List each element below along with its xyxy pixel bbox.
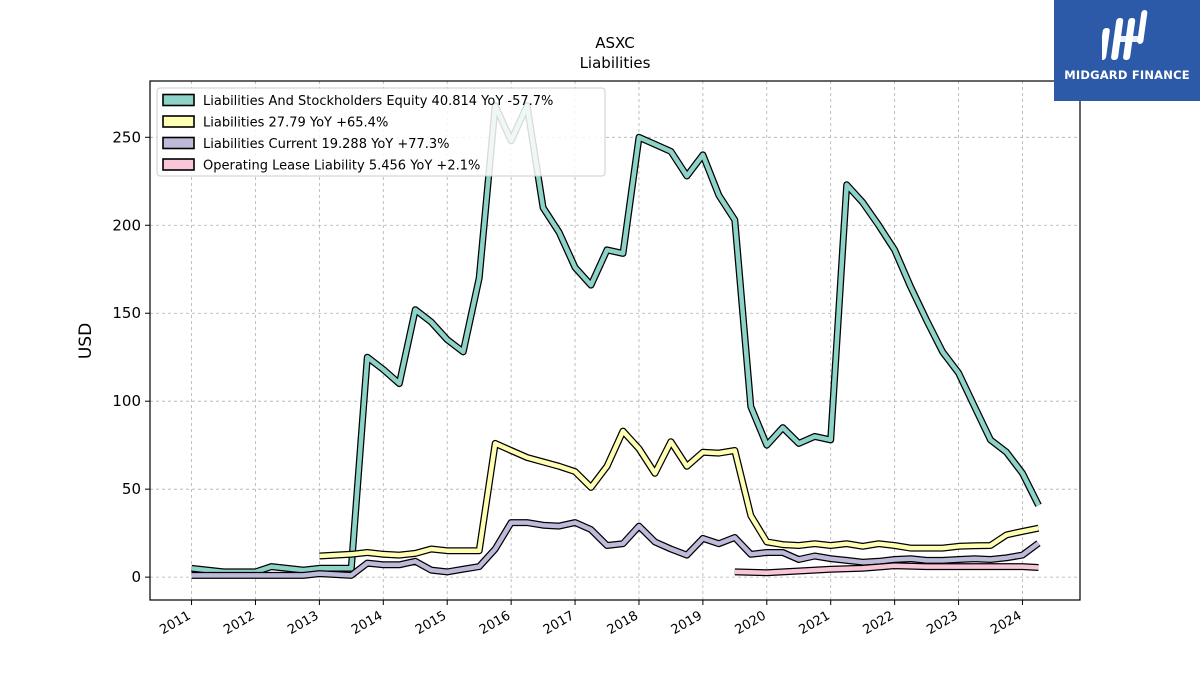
legend-entry: Operating Lease Liability 5.456 YoY +2.1… bbox=[203, 159, 480, 174]
midgard-finance-logo: MIDGARD FINANCE bbox=[1054, 0, 1200, 101]
x-tick-label: 2019 bbox=[669, 608, 705, 638]
x-tick-label: 2021 bbox=[797, 608, 833, 638]
y-tick-label: 50 bbox=[122, 480, 141, 498]
logo-text: MIDGARD FINANCE bbox=[1064, 68, 1190, 82]
x-tick-label: 2018 bbox=[605, 608, 641, 638]
midgard-logo-icon bbox=[1102, 10, 1148, 60]
x-tick-label: 2017 bbox=[541, 608, 577, 638]
series-line bbox=[734, 563, 1039, 575]
y-tick-label: 150 bbox=[112, 304, 141, 322]
x-tick-label: 2022 bbox=[860, 608, 896, 638]
legend-entry: Liabilities And Stockholders Equity 40.8… bbox=[203, 94, 553, 109]
series-line bbox=[191, 103, 1041, 575]
y-tick-label: 250 bbox=[112, 128, 141, 146]
y-axis-ticks: 0 50 100 150 200 250 bbox=[112, 128, 150, 586]
x-axis-ticks: 2011 2012 2013 2014 2015 2016 2017 2018 2019 2020… bbox=[157, 600, 1024, 638]
x-tick-label: 2014 bbox=[349, 608, 385, 638]
x-tick-label: 2024 bbox=[988, 608, 1024, 638]
y-tick-label: 100 bbox=[112, 392, 141, 410]
plot-frame bbox=[149, 80, 1081, 601]
legend-swatch bbox=[162, 136, 195, 150]
x-tick-label: 2012 bbox=[221, 608, 257, 638]
x-tick-label: 2016 bbox=[477, 608, 513, 638]
series-outline bbox=[319, 427, 1040, 560]
y-tick-label: 200 bbox=[112, 216, 141, 234]
y-axis-label: USD bbox=[76, 323, 96, 359]
legend-entry: Liabilities Current 19.288 YoY +77.3% bbox=[203, 137, 450, 152]
y-tick-label: 0 bbox=[131, 568, 141, 586]
series-line bbox=[319, 428, 1039, 559]
chart-title: ASXC bbox=[595, 34, 634, 52]
x-tick-label: 2013 bbox=[285, 608, 321, 638]
legend-swatch bbox=[162, 158, 195, 171]
series-line bbox=[191, 520, 1040, 578]
x-tick-label: 2023 bbox=[924, 608, 960, 638]
legend-entry: Liabilities 27.79 YoY +65.4% bbox=[203, 116, 388, 131]
x-tick-label: 2011 bbox=[157, 608, 193, 638]
legend-swatch bbox=[162, 93, 195, 107]
legend-swatch bbox=[162, 115, 195, 128]
chart-subtitle: Liabilities bbox=[580, 54, 651, 72]
x-tick-label: 2015 bbox=[413, 608, 449, 638]
x-tick-label: 2020 bbox=[733, 608, 769, 638]
legend: Liabilities And Stockholders Equity 40.8… bbox=[156, 87, 606, 177]
legend-box bbox=[156, 87, 606, 177]
series-lines bbox=[191, 102, 1042, 579]
